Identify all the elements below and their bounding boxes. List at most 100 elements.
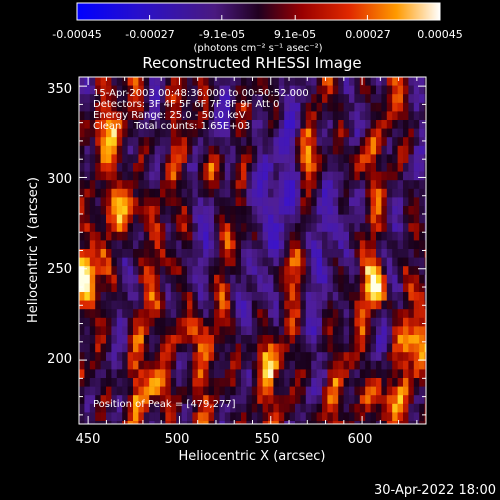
heatmap-cell	[359, 412, 366, 422]
heatmap-cell	[311, 335, 317, 344]
heatmap-cell	[354, 395, 361, 405]
heatmap-cell	[122, 317, 128, 327]
heatmap-cell	[327, 266, 334, 276]
heatmap-cell	[424, 360, 426, 370]
heatmap-cell	[241, 266, 247, 276]
heatmap-cell	[413, 266, 420, 276]
heatmap-cell	[127, 94, 134, 104]
heatmap-cell	[160, 343, 166, 353]
heatmap-cell	[95, 343, 101, 353]
heatmap-cell	[284, 102, 290, 112]
heatmap-cell	[106, 249, 112, 258]
heatmap-cell	[424, 231, 426, 241]
heatmap-cell	[257, 111, 263, 121]
heatmap-cell	[246, 120, 253, 129]
heatmap-cell	[370, 249, 377, 258]
heatmap-cell	[197, 300, 204, 310]
heatmap-cell	[413, 360, 420, 370]
heatmap-cell	[100, 171, 107, 181]
heatmap-cell	[95, 180, 101, 190]
heatmap-cell	[219, 343, 226, 353]
heatmap-cell	[376, 128, 382, 138]
heatmap-cell	[386, 378, 393, 387]
heatmap-cell	[187, 300, 193, 310]
heatmap-cell	[403, 111, 409, 121]
heatmap-cell	[251, 240, 258, 250]
heatmap-cell	[111, 171, 118, 181]
heatmap-cell	[133, 197, 139, 207]
heatmap-cell	[284, 386, 290, 396]
heatmap-cell	[300, 85, 307, 95]
heatmap-cell	[311, 223, 317, 233]
heatmap-cell	[224, 300, 231, 310]
heatmap-cell	[133, 188, 139, 198]
heatmap-cell	[413, 223, 420, 233]
heatmap-cell	[343, 283, 350, 293]
heatmap-cell	[100, 128, 107, 138]
heatmap-cell	[289, 94, 296, 104]
heatmap-cell	[192, 352, 199, 362]
heatmap-cell	[133, 266, 139, 276]
heatmap-cell	[100, 249, 107, 258]
heatmap-cell	[349, 300, 355, 310]
heatmap-cell	[224, 343, 231, 353]
heatmap-cell	[305, 240, 312, 250]
heatmap-cell	[89, 77, 96, 86]
heatmap-cell	[181, 378, 188, 387]
heatmap-cell	[203, 421, 209, 424]
heatmap-cell	[316, 309, 323, 319]
heatmap-cell	[111, 309, 118, 319]
heatmap-cell	[122, 249, 128, 258]
heatmap-cell	[311, 137, 317, 147]
heatmap-cell	[268, 378, 274, 387]
heatmap-cell	[138, 335, 145, 344]
heatmap-cell	[176, 378, 182, 387]
heatmap-cell	[230, 412, 236, 422]
heatmap-cell	[305, 206, 312, 215]
heatmap-cell	[365, 360, 371, 370]
heatmap-cell	[143, 94, 150, 104]
heatmap-cell	[246, 85, 253, 95]
heatmap-cell	[397, 214, 404, 224]
heatmap-cell	[181, 128, 188, 138]
heatmap-cell	[311, 369, 317, 379]
heatmap-cell	[273, 360, 280, 370]
heatmap-cell	[365, 369, 371, 379]
heatmap-cell	[365, 421, 371, 424]
heatmap-cell	[397, 240, 404, 250]
heatmap-cell	[257, 214, 263, 224]
heatmap-cell	[160, 292, 166, 301]
heatmap-cell	[111, 111, 118, 121]
heatmap-cell	[230, 300, 236, 310]
heatmap-cell	[262, 378, 269, 387]
heatmap-cell	[208, 154, 215, 164]
heatmap-cell	[365, 154, 371, 164]
heatmap-cell	[133, 137, 139, 147]
heatmap-cell	[284, 85, 290, 95]
heatmap-cell	[241, 421, 247, 424]
heatmap-cell	[354, 266, 361, 276]
heatmap-cell	[187, 360, 193, 370]
heatmap-cell	[343, 266, 350, 276]
heatmap-cell	[106, 171, 112, 181]
heatmap-cell	[381, 145, 388, 155]
heatmap-cell	[192, 145, 199, 155]
x-tick-label: 550	[255, 432, 280, 447]
heatmap-cell	[230, 145, 236, 155]
heatmap-cell	[262, 343, 269, 353]
heatmap-cell	[241, 283, 247, 293]
heatmap-cell	[257, 257, 263, 267]
heatmap-cell	[208, 317, 215, 327]
heatmap-cell	[84, 240, 91, 250]
heatmap-cell	[284, 206, 290, 215]
heatmap-cell	[143, 292, 150, 301]
heatmap-cell	[354, 292, 361, 301]
heatmap-cell	[106, 223, 112, 233]
heatmap-cell	[359, 111, 366, 121]
heatmap-cell	[305, 154, 312, 164]
heatmap-cell	[316, 102, 323, 112]
heatmap-cell	[386, 163, 393, 172]
heatmap-cell	[251, 154, 258, 164]
heatmap-cell	[89, 317, 96, 327]
heatmap-cell	[381, 326, 388, 336]
